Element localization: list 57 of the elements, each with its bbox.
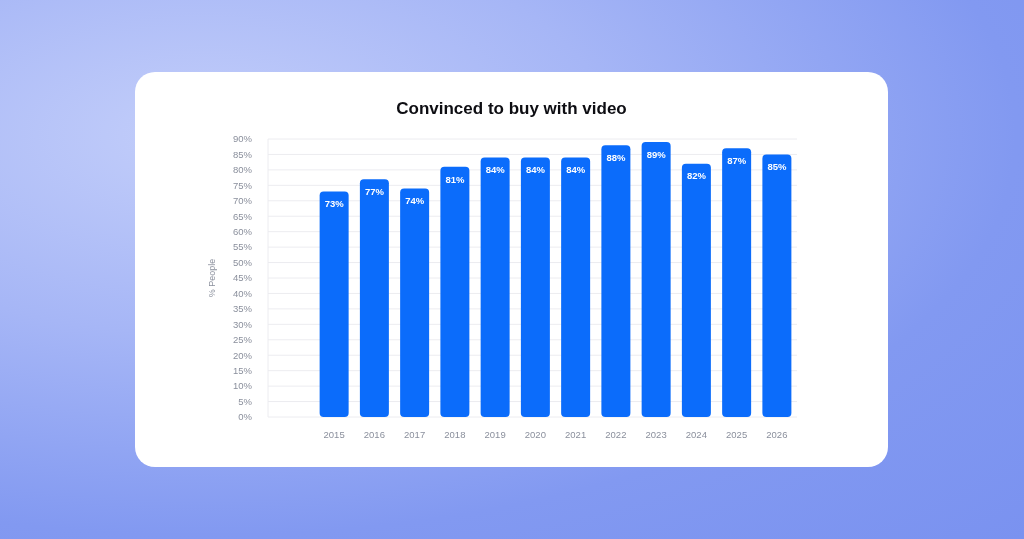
- x-tick-label: 2019: [484, 428, 506, 440]
- data-label: 73%: [324, 198, 345, 210]
- data-label: 88%: [606, 151, 626, 163]
- x-tick-label: 2021: [565, 428, 587, 440]
- y-tick-label: 80%: [232, 164, 253, 176]
- data-label: 84%: [525, 164, 546, 176]
- x-tick-label: 2025: [726, 428, 748, 440]
- x-tick-label: 2017: [404, 428, 426, 440]
- bar: [561, 157, 591, 417]
- y-tick-label: 35%: [232, 303, 253, 315]
- bar: [520, 157, 550, 417]
- data-label: 85%: [767, 161, 787, 173]
- data-label: 87%: [727, 155, 747, 167]
- data-label: 74%: [405, 195, 425, 207]
- data-label: 84%: [566, 164, 586, 176]
- y-axis-title: % People: [207, 258, 218, 298]
- bar: [681, 163, 711, 417]
- data-label: 82%: [686, 170, 707, 182]
- data-label: 84%: [485, 164, 506, 176]
- bar: [359, 179, 389, 417]
- x-tick-label: 2015: [323, 428, 345, 440]
- bar: [641, 142, 671, 417]
- y-tick-label: 75%: [232, 179, 253, 191]
- y-tick-label: 40%: [232, 287, 253, 299]
- x-tick-label: 2026: [766, 428, 788, 440]
- data-label: 89%: [646, 148, 667, 160]
- chart-title: Convinced to buy with video: [395, 99, 628, 119]
- y-tick-label: 10%: [232, 380, 253, 392]
- bar: [762, 154, 792, 417]
- y-tick-label: 30%: [232, 318, 253, 330]
- x-tick-label: 2018: [444, 428, 466, 440]
- bar: [440, 166, 470, 417]
- bar: [319, 191, 349, 417]
- y-tick-label: 0%: [238, 411, 253, 423]
- y-tick-label: 55%: [232, 241, 253, 253]
- data-label: 77%: [364, 185, 385, 197]
- y-tick-label: 20%: [232, 349, 253, 361]
- bar: [601, 145, 631, 417]
- bar: [480, 157, 510, 417]
- x-tick-label: 2016: [363, 428, 385, 440]
- bar: [722, 148, 752, 417]
- x-tick-label: 2022: [605, 428, 627, 440]
- bar: [400, 188, 430, 417]
- y-tick-label: 15%: [232, 365, 253, 377]
- x-tick-label: 2024: [685, 428, 707, 440]
- y-tick-label: 5%: [238, 395, 253, 407]
- y-tick-label: 70%: [232, 195, 253, 207]
- y-tick-label: 85%: [232, 148, 253, 160]
- y-tick-label: 25%: [232, 334, 253, 346]
- data-label: 81%: [445, 173, 465, 185]
- x-tick-label: 2020: [524, 428, 546, 440]
- y-tick-label: 60%: [232, 226, 253, 238]
- y-tick-label: 90%: [232, 133, 253, 145]
- y-tick-label: 65%: [232, 210, 253, 222]
- y-tick-label: 45%: [232, 272, 253, 284]
- x-tick-label: 2023: [645, 428, 667, 440]
- y-tick-label: 50%: [232, 256, 253, 268]
